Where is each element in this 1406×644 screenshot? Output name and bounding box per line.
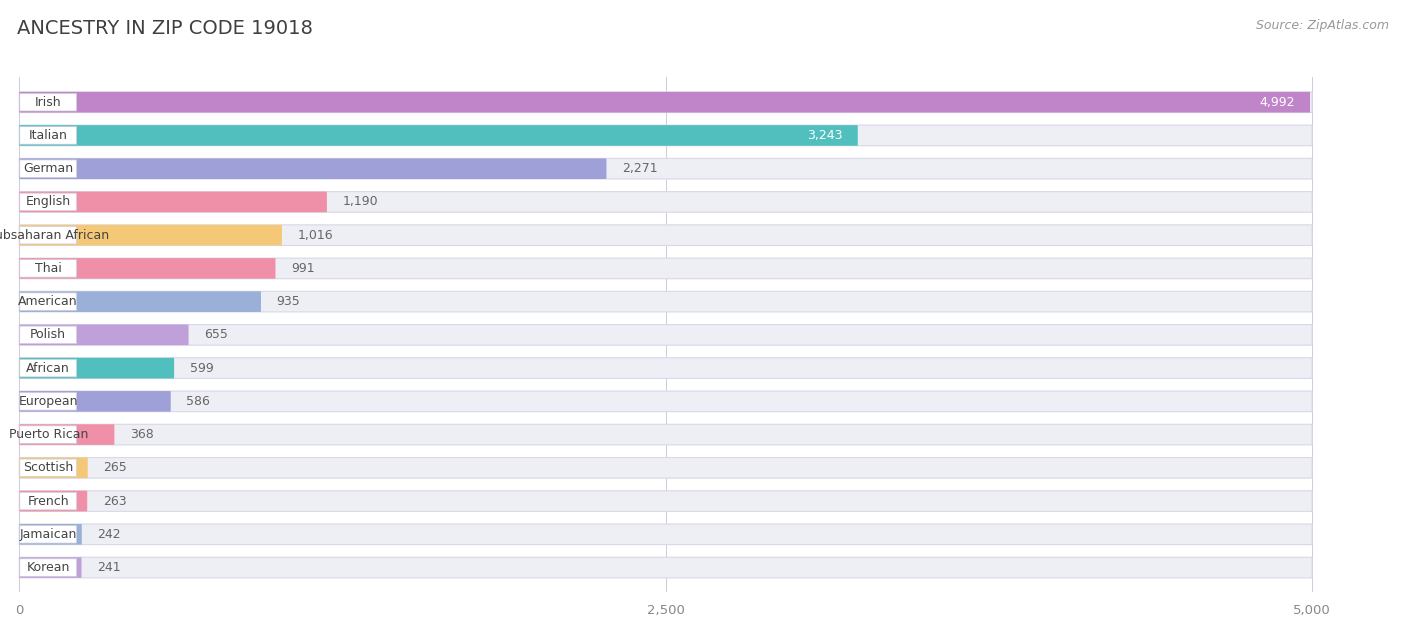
FancyBboxPatch shape: [20, 358, 1312, 379]
FancyBboxPatch shape: [20, 391, 1312, 412]
Text: 265: 265: [103, 461, 127, 475]
Text: 1,016: 1,016: [298, 229, 333, 242]
FancyBboxPatch shape: [20, 424, 114, 445]
FancyBboxPatch shape: [20, 524, 82, 545]
Text: African: African: [27, 362, 70, 375]
FancyBboxPatch shape: [20, 526, 77, 543]
Text: German: German: [22, 162, 73, 175]
Text: Italian: Italian: [28, 129, 67, 142]
Text: 599: 599: [190, 362, 214, 375]
FancyBboxPatch shape: [20, 158, 606, 179]
Text: English: English: [25, 195, 70, 209]
Text: 3,243: 3,243: [807, 129, 842, 142]
Text: Korean: Korean: [27, 561, 70, 574]
FancyBboxPatch shape: [20, 291, 262, 312]
FancyBboxPatch shape: [20, 393, 77, 410]
Text: Puerto Rican: Puerto Rican: [8, 428, 89, 441]
Text: 263: 263: [103, 495, 127, 507]
FancyBboxPatch shape: [20, 492, 77, 510]
FancyBboxPatch shape: [20, 457, 1312, 478]
Text: Polish: Polish: [30, 328, 66, 341]
FancyBboxPatch shape: [20, 325, 1312, 345]
FancyBboxPatch shape: [20, 559, 77, 576]
FancyBboxPatch shape: [20, 424, 1312, 445]
FancyBboxPatch shape: [20, 325, 188, 345]
FancyBboxPatch shape: [20, 158, 1312, 179]
FancyBboxPatch shape: [20, 359, 77, 377]
FancyBboxPatch shape: [20, 225, 283, 245]
FancyBboxPatch shape: [20, 326, 77, 344]
FancyBboxPatch shape: [20, 459, 77, 477]
FancyBboxPatch shape: [20, 225, 1312, 245]
Text: Source: ZipAtlas.com: Source: ZipAtlas.com: [1256, 19, 1389, 32]
FancyBboxPatch shape: [20, 192, 1312, 213]
FancyBboxPatch shape: [20, 557, 82, 578]
FancyBboxPatch shape: [20, 491, 1312, 511]
FancyBboxPatch shape: [20, 92, 1310, 113]
Text: European: European: [18, 395, 77, 408]
FancyBboxPatch shape: [20, 260, 77, 277]
Text: Subsaharan African: Subsaharan African: [0, 229, 110, 242]
FancyBboxPatch shape: [20, 160, 77, 178]
Text: 655: 655: [204, 328, 228, 341]
FancyBboxPatch shape: [20, 426, 77, 443]
FancyBboxPatch shape: [20, 293, 77, 310]
FancyBboxPatch shape: [20, 92, 1312, 113]
Text: French: French: [27, 495, 69, 507]
FancyBboxPatch shape: [20, 125, 858, 146]
Text: ANCESTRY IN ZIP CODE 19018: ANCESTRY IN ZIP CODE 19018: [17, 19, 312, 39]
FancyBboxPatch shape: [20, 524, 1312, 545]
FancyBboxPatch shape: [20, 227, 77, 244]
Text: 2,271: 2,271: [621, 162, 658, 175]
Text: 242: 242: [97, 528, 121, 541]
Text: American: American: [18, 295, 77, 308]
FancyBboxPatch shape: [20, 125, 1312, 146]
Text: Scottish: Scottish: [22, 461, 73, 475]
Text: Jamaican: Jamaican: [20, 528, 77, 541]
FancyBboxPatch shape: [20, 557, 1312, 578]
FancyBboxPatch shape: [20, 258, 276, 279]
FancyBboxPatch shape: [20, 93, 77, 111]
Text: 241: 241: [97, 561, 121, 574]
FancyBboxPatch shape: [20, 457, 87, 478]
Text: 935: 935: [277, 295, 301, 308]
Text: Thai: Thai: [35, 262, 62, 275]
FancyBboxPatch shape: [20, 258, 1312, 279]
FancyBboxPatch shape: [20, 193, 77, 211]
FancyBboxPatch shape: [20, 127, 77, 144]
FancyBboxPatch shape: [20, 391, 170, 412]
Text: 368: 368: [129, 428, 153, 441]
Text: Irish: Irish: [35, 96, 62, 109]
FancyBboxPatch shape: [20, 291, 1312, 312]
Text: 1,190: 1,190: [343, 195, 378, 209]
FancyBboxPatch shape: [20, 491, 87, 511]
FancyBboxPatch shape: [20, 192, 328, 213]
Text: 4,992: 4,992: [1258, 96, 1295, 109]
Text: 586: 586: [186, 395, 209, 408]
Text: 991: 991: [291, 262, 315, 275]
FancyBboxPatch shape: [20, 358, 174, 379]
